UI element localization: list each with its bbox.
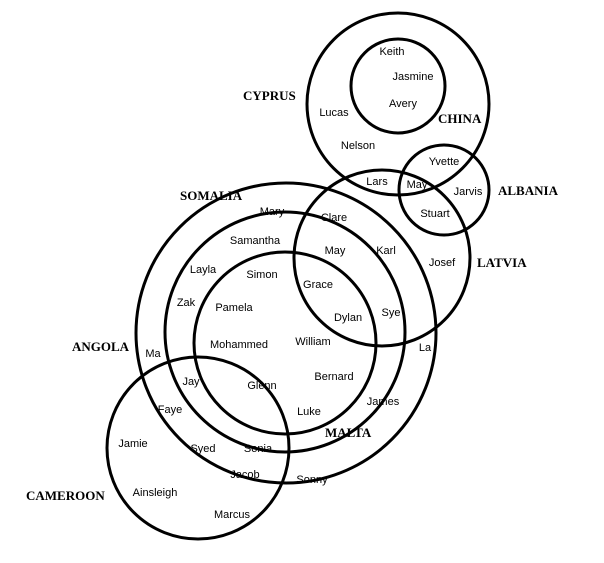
member-jamie: Jamie: [118, 438, 147, 450]
member-mohammed: Mohammed: [210, 339, 268, 351]
member-bernard: Bernard: [314, 371, 353, 383]
cyprus-label: CYPRUS: [243, 88, 296, 103]
member-sonny: Sonny: [296, 474, 328, 486]
member-keith: Keith: [379, 46, 404, 58]
cameroon-label: CAMEROON: [26, 488, 105, 503]
somalia-circle: [134, 181, 438, 485]
member-mary: Mary: [260, 206, 285, 218]
member-pamela: Pamela: [215, 302, 253, 314]
member-yvette: Yvette: [429, 156, 460, 168]
somalia-label: SOMALIA: [180, 188, 243, 203]
member-sye: Sye: [382, 307, 401, 319]
cameroon-circle: [105, 355, 291, 541]
member-glenn: Glenn: [247, 380, 276, 392]
angola-circle: [163, 210, 407, 454]
china-label: CHINA: [438, 111, 482, 126]
member-ainsleigh: Ainsleigh: [133, 487, 178, 499]
member-william: William: [295, 336, 330, 348]
member-faye: Faye: [158, 404, 182, 416]
albania-label: ALBANIA: [498, 183, 559, 198]
member-zak: Zak: [177, 297, 196, 309]
member-syed: Syed: [190, 443, 215, 455]
latvia-circle: [292, 168, 472, 348]
member-jay: Jay: [182, 376, 200, 388]
member-la: La: [419, 342, 432, 354]
angola-label: ANGOLA: [72, 339, 130, 354]
member-lucas: Lucas: [319, 107, 349, 119]
member-clare: Clare: [321, 212, 347, 224]
member-jarvis: Jarvis: [454, 186, 483, 198]
member-lars: Lars: [366, 176, 388, 188]
member-james: James: [367, 396, 400, 408]
albania-circle: [397, 143, 491, 237]
latvia-label: LATVIA: [477, 255, 527, 270]
china-circle: [349, 37, 447, 135]
member-may-2: May: [325, 245, 346, 257]
member-layla: Layla: [190, 264, 217, 276]
member-jasmine: Jasmine: [393, 71, 434, 83]
member-karl: Karl: [376, 245, 396, 257]
member-nelson: Nelson: [341, 140, 375, 152]
member-josef: Josef: [429, 257, 456, 269]
member-samantha: Samantha: [230, 235, 281, 247]
member-dylan: Dylan: [334, 312, 362, 324]
member-stuart: Stuart: [420, 208, 449, 220]
member-avery: Avery: [389, 98, 417, 110]
member-simon: Simon: [246, 269, 277, 281]
member-sonia: Sonia: [244, 443, 273, 455]
member-marcus: Marcus: [214, 509, 251, 521]
member-ma: Ma: [145, 348, 161, 360]
member-jacob: Jacob: [230, 469, 259, 481]
member-may-1: May: [407, 179, 428, 191]
malta-label: MALTA: [325, 425, 372, 440]
malta-circle: [192, 250, 378, 436]
member-grace: Grace: [303, 279, 333, 291]
member-luke: Luke: [297, 406, 321, 418]
